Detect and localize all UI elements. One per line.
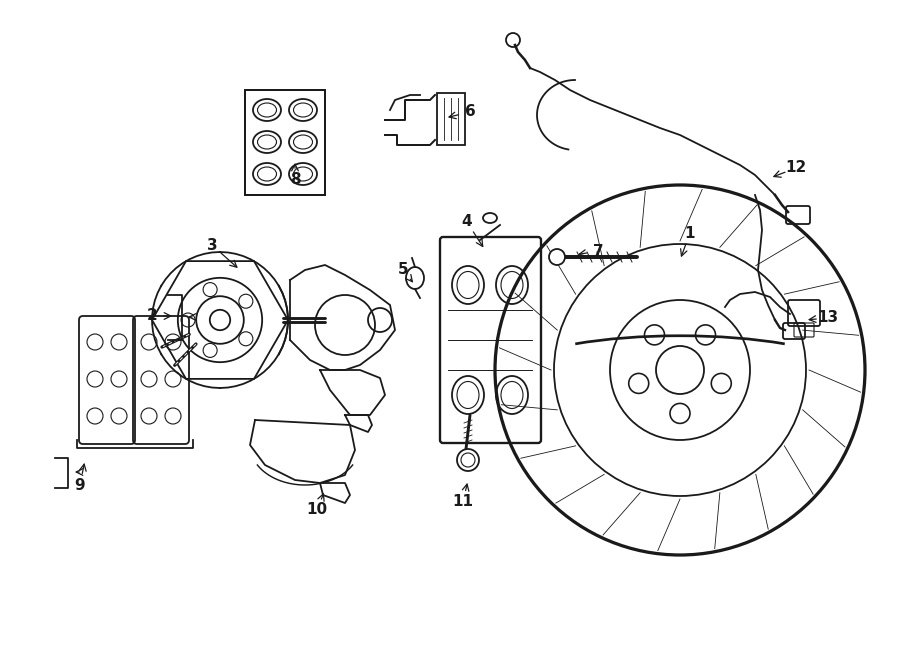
Text: 13: 13 (817, 310, 839, 326)
Text: 2: 2 (147, 308, 158, 324)
Text: 5: 5 (398, 263, 409, 277)
Circle shape (457, 449, 479, 471)
Text: 6: 6 (464, 105, 475, 120)
Text: 10: 10 (306, 502, 328, 518)
Text: 1: 1 (685, 226, 695, 240)
Text: 8: 8 (290, 173, 301, 187)
Text: 4: 4 (462, 214, 472, 230)
Text: 7: 7 (593, 244, 603, 258)
Text: 3: 3 (207, 238, 217, 252)
Bar (245, 90, 325, 195)
Circle shape (549, 249, 565, 265)
Text: 9: 9 (75, 477, 86, 493)
Bar (437, 93, 465, 145)
Text: 11: 11 (453, 495, 473, 510)
Text: 12: 12 (786, 160, 806, 175)
